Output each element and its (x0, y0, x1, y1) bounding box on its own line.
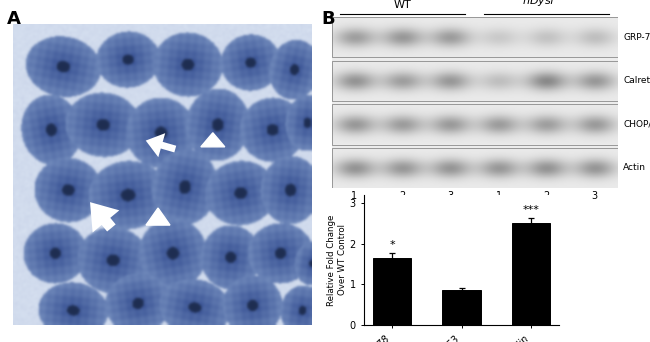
Bar (332, 148, 618, 188)
Bar (443, 290, 480, 325)
Text: 3: 3 (592, 191, 598, 201)
Polygon shape (146, 208, 170, 225)
Text: A: A (6, 10, 20, 28)
Text: GRP-78: GRP-78 (623, 33, 650, 42)
Text: 1: 1 (495, 191, 502, 201)
Bar (332, 104, 618, 145)
Text: Actin: Actin (623, 163, 646, 172)
Text: 2: 2 (543, 191, 550, 201)
Polygon shape (201, 133, 225, 147)
Bar (332, 61, 618, 101)
Text: ***: *** (523, 205, 540, 215)
Bar (512, 223, 550, 325)
Text: 1: 1 (351, 191, 358, 201)
Text: *: * (389, 240, 395, 250)
Bar (332, 17, 618, 57)
Text: WT: WT (393, 0, 411, 10)
Text: 3: 3 (447, 191, 454, 201)
Text: 2: 2 (399, 191, 406, 201)
Text: CHOP/GADD153: CHOP/GADD153 (623, 120, 650, 129)
Y-axis label: Relative Fold Change
Over WT Control: Relative Fold Change Over WT Control (327, 214, 346, 306)
Text: B: B (322, 10, 335, 28)
Text: Calreticulin: Calreticulin (623, 76, 650, 85)
Bar (373, 258, 411, 325)
Text: $\it{hDysf}$$\mathit{^{mid}}$: $\it{hDysf}$$\mathit{^{mid}}$ (522, 0, 571, 10)
